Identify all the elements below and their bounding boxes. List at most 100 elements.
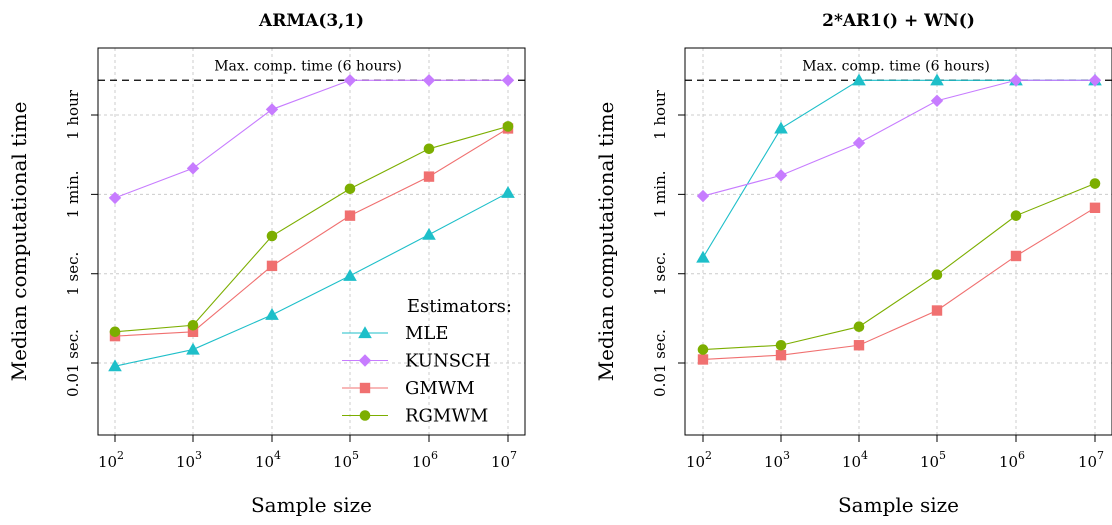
series-rgmwm	[697, 178, 1101, 355]
series-kunsch	[696, 74, 1102, 203]
plot-frame	[97, 47, 526, 436]
data-point	[853, 321, 865, 333]
data-point	[852, 136, 866, 150]
y-tick-label: 1 sec.	[651, 252, 669, 296]
y-tick-label: 1 sec.	[64, 252, 82, 296]
max-time-label: Max. comp. time (6 hours)	[214, 58, 402, 74]
y-axis-label: Median computational time	[594, 102, 618, 382]
legend-marker-gmwm	[359, 382, 371, 394]
x-tick-label: 102	[98, 449, 124, 471]
data-point	[774, 169, 788, 182]
x-tick-label: 104	[842, 449, 868, 471]
data-point	[1089, 178, 1101, 189]
x-tick-base: 10	[920, 453, 939, 471]
y-axis-label: Median computational time	[7, 102, 31, 382]
y-tick-label: 0.01 sec.	[64, 329, 82, 397]
x-tick-exponent: 3	[783, 449, 790, 462]
data-point	[501, 74, 515, 87]
series-rgmwm	[109, 121, 514, 338]
series-line	[702, 183, 1096, 351]
data-point	[697, 354, 709, 365]
x-tick-base: 10	[176, 453, 195, 471]
data-point	[853, 340, 865, 351]
x-tick-label: 107	[1078, 449, 1104, 471]
data-point	[423, 171, 435, 182]
x-tick-exponent: 5	[939, 449, 946, 462]
series-mle	[108, 186, 515, 372]
series-line	[114, 192, 509, 367]
x-tick-exponent: 6	[431, 449, 438, 462]
x-tick-base: 10	[98, 453, 117, 471]
legend-label: MLE	[405, 323, 449, 344]
data-point	[423, 143, 435, 155]
x-tick-exponent: 3	[195, 449, 202, 462]
x-tick-base: 10	[686, 453, 705, 471]
x-tick-base: 10	[842, 453, 861, 471]
data-point	[774, 121, 788, 134]
data-point	[930, 94, 944, 107]
data-point	[931, 269, 943, 281]
x-tick-exponent: 7	[510, 449, 517, 462]
max-time-label: Max. comp. time (6 hours)	[802, 58, 990, 74]
x-tick-label: 105	[333, 449, 359, 471]
data-point	[186, 342, 200, 355]
legend-label: GMWM	[405, 378, 475, 399]
data-point	[852, 73, 866, 86]
x-tick-label: 106	[999, 449, 1025, 471]
x-tick-exponent: 7	[1097, 449, 1104, 462]
grid	[98, 48, 525, 435]
x-tick-base: 10	[1078, 453, 1097, 471]
data-point	[343, 74, 357, 87]
chart-title: 2*AR1() + WN()	[822, 11, 975, 31]
data-point	[343, 268, 357, 281]
legend-marker-rgmwm	[359, 410, 371, 421]
x-tick-base: 10	[255, 453, 274, 471]
y-tick-label: 1 min.	[651, 170, 669, 218]
data-point	[931, 305, 943, 316]
data-point	[696, 189, 710, 203]
x-tick-label: 102	[686, 449, 712, 471]
x-tick-base: 10	[999, 453, 1018, 471]
x-tick-label: 103	[764, 449, 790, 471]
y-tick-label: 0.01 sec.	[651, 329, 669, 397]
data-point	[187, 319, 199, 331]
data-point	[1088, 74, 1102, 87]
series-line	[114, 127, 509, 337]
data-point	[502, 121, 514, 132]
data-point	[697, 344, 709, 355]
data-point	[1089, 202, 1101, 214]
y-tick-label: 1 min.	[64, 170, 82, 218]
data-point	[266, 260, 278, 272]
x-tick-label: 106	[412, 449, 438, 471]
series-line	[702, 207, 1096, 361]
x-tick-exponent: 2	[705, 449, 712, 462]
x-tick-label: 105	[920, 449, 946, 471]
series-line	[114, 125, 509, 333]
legend-label: RGMWM	[405, 406, 488, 427]
data-point	[422, 74, 436, 87]
data-point	[109, 326, 121, 338]
data-point	[422, 227, 436, 240]
data-point	[187, 326, 199, 338]
plot-frame	[684, 47, 1112, 436]
legend: Estimators: MLE KUNSCH GMWM RGMWM	[342, 296, 512, 427]
x-tick-label: 104	[255, 449, 281, 471]
data-point	[1009, 74, 1023, 87]
series-gmwm	[697, 202, 1101, 365]
x-tick-base: 10	[333, 453, 352, 471]
legend-marker-mle	[358, 326, 372, 339]
data-point	[266, 230, 278, 242]
x-tick-exponent: 4	[861, 449, 868, 462]
grid	[685, 48, 1112, 435]
series-line	[702, 79, 1095, 258]
x-tick-base: 10	[764, 453, 783, 471]
data-point	[108, 191, 122, 205]
series-line	[702, 79, 1095, 197]
data-point	[775, 339, 787, 351]
data-point	[265, 103, 279, 116]
data-point	[186, 162, 200, 175]
chart-title: ARMA(3,1)	[258, 11, 364, 31]
